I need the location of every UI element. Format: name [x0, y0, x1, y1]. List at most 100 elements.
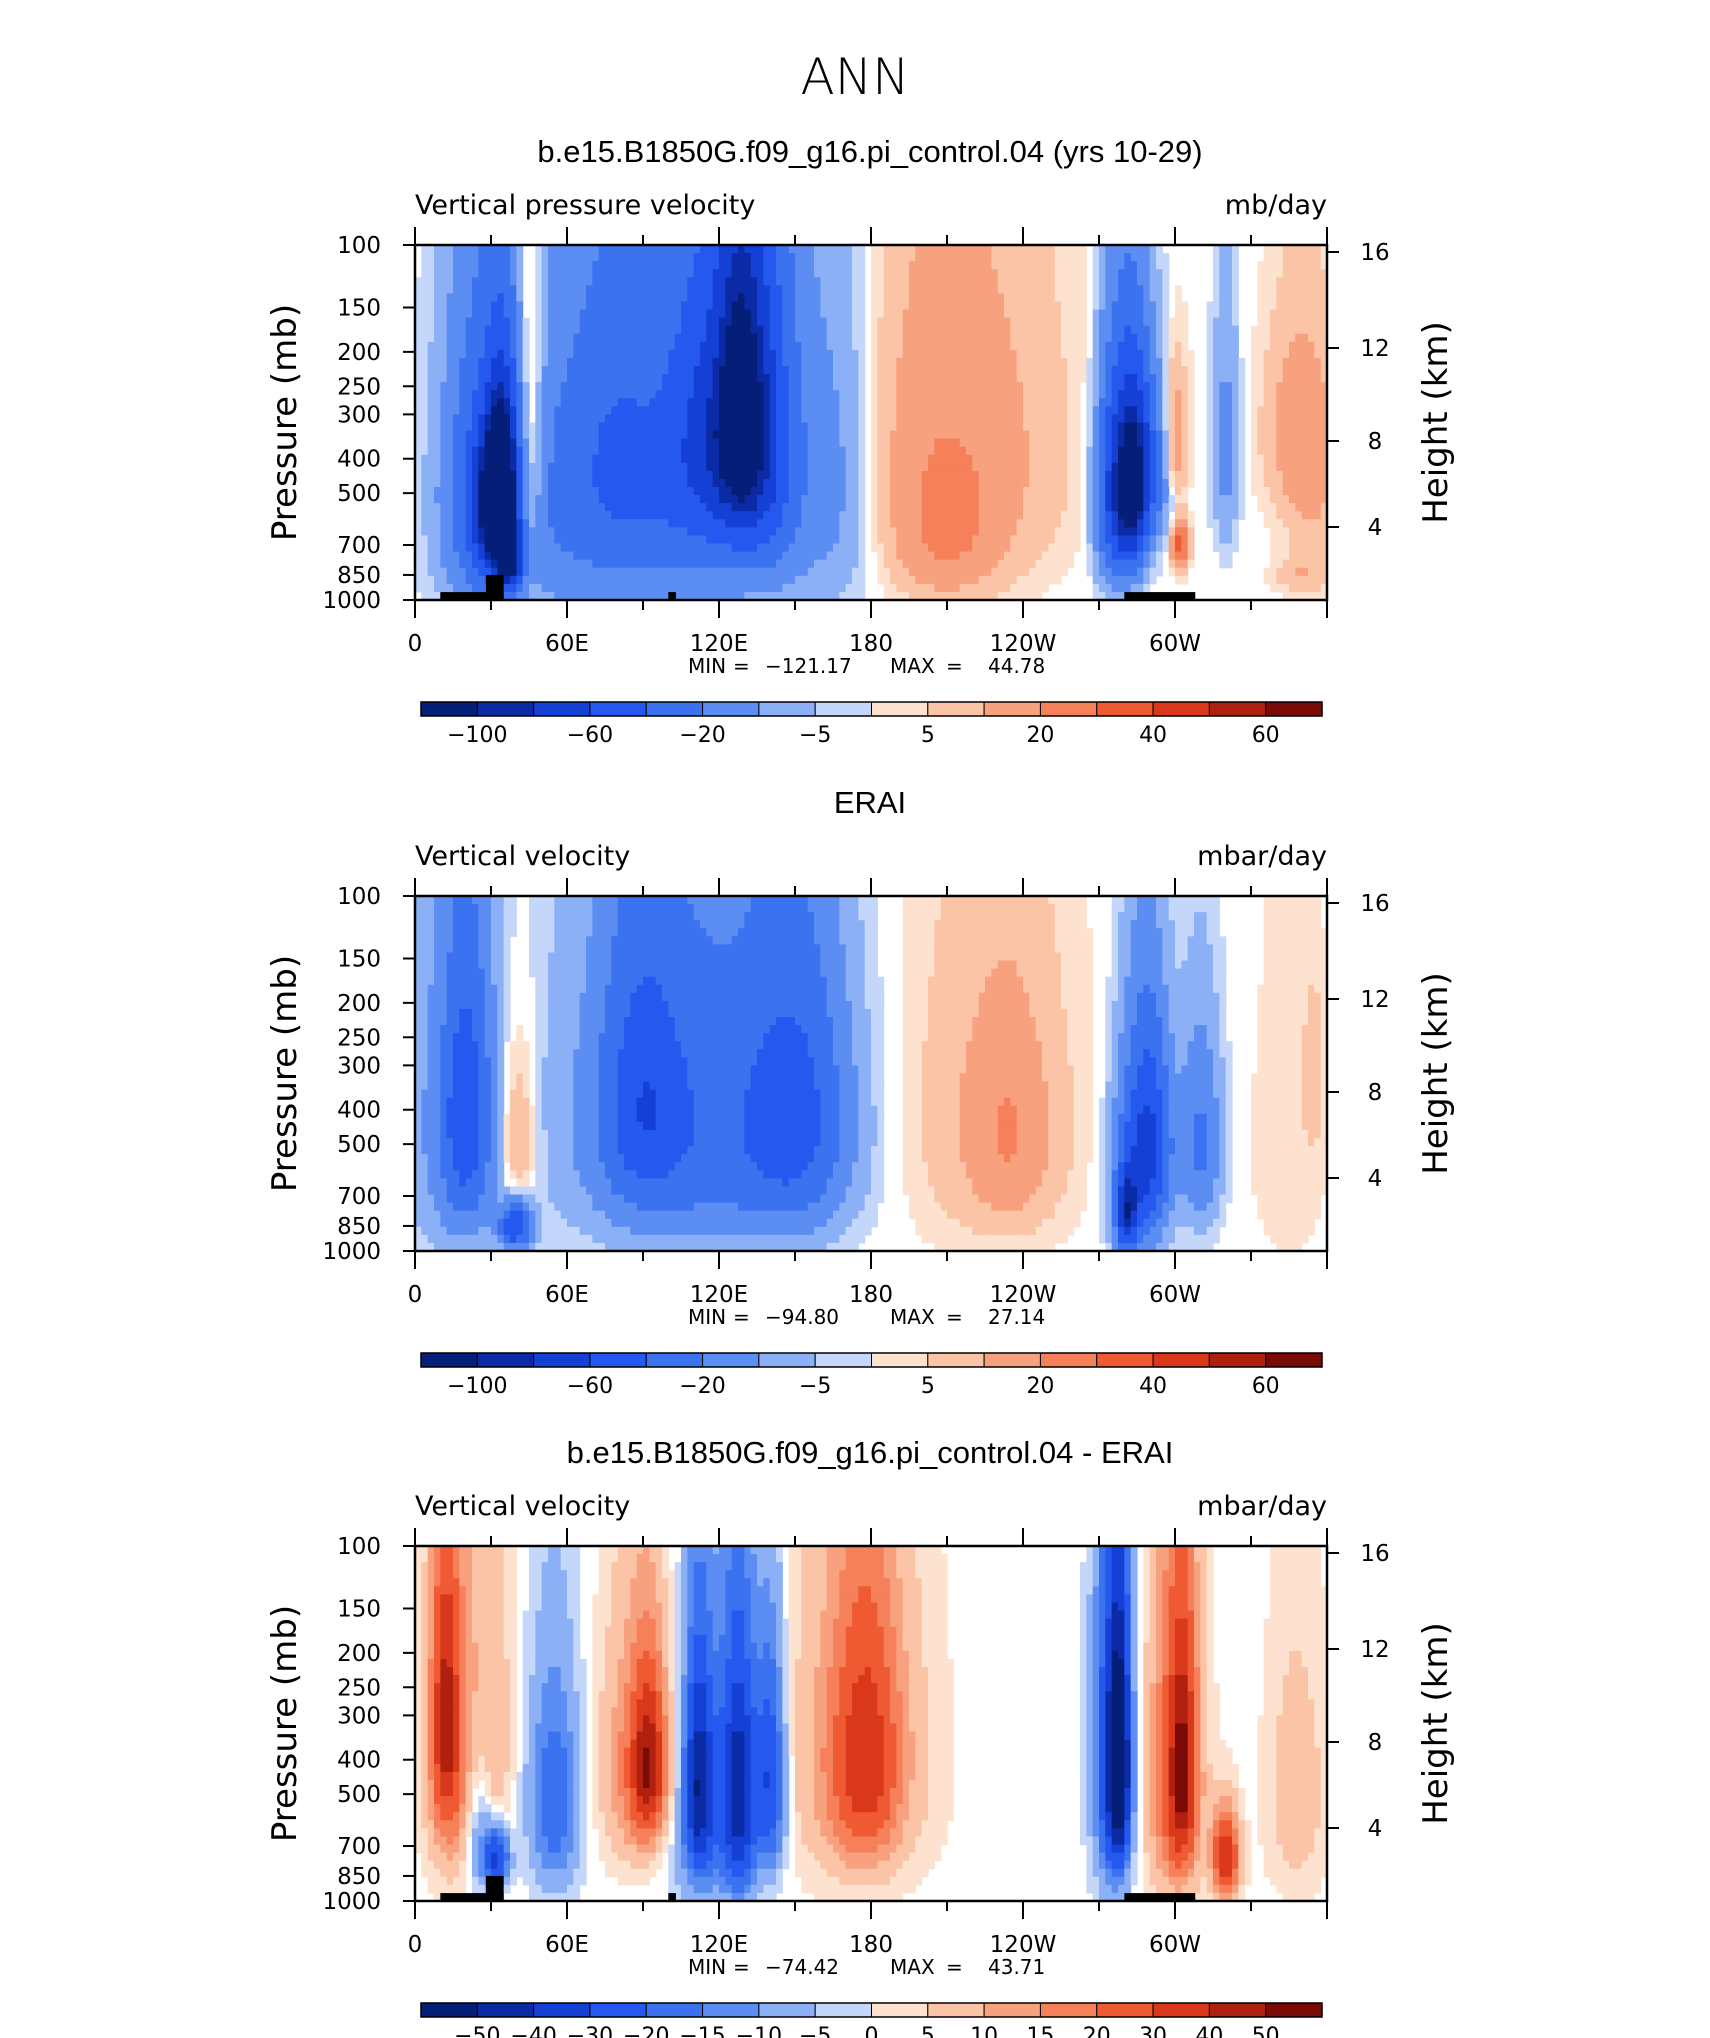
field-cell	[1023, 245, 1030, 254]
field-cell	[1276, 261, 1284, 270]
field-cell	[1124, 438, 1132, 448]
field-cell	[1023, 430, 1030, 440]
field-cell	[484, 261, 492, 270]
field-cell	[814, 503, 821, 512]
field-cell	[1282, 366, 1290, 375]
field-cell	[712, 487, 720, 496]
field-cell	[491, 478, 498, 488]
field-cell	[1308, 357, 1315, 367]
field-cell	[807, 511, 815, 520]
field-cell	[700, 438, 707, 448]
field-cell	[877, 519, 885, 528]
field-cell	[1105, 390, 1113, 399]
field-cell	[1219, 253, 1227, 262]
field-cell	[763, 438, 771, 448]
field-cell	[662, 382, 669, 391]
field-cell	[1111, 245, 1119, 254]
field-cell	[1270, 430, 1277, 440]
field-cell	[1219, 430, 1227, 440]
field-cell	[1156, 382, 1163, 391]
field-cell	[883, 462, 891, 472]
field-cell	[427, 382, 435, 391]
field-cell	[1023, 269, 1030, 278]
field-cell	[1137, 317, 1144, 327]
field-cell	[706, 478, 714, 488]
field-cell	[1162, 357, 1170, 367]
field-cell	[681, 357, 688, 367]
field-cell	[928, 245, 935, 254]
field-cell	[579, 374, 587, 383]
field-cell	[484, 374, 492, 383]
field-cell	[706, 430, 714, 440]
field-cell	[833, 325, 840, 335]
field-cell	[1289, 503, 1296, 512]
field-cell	[820, 374, 828, 383]
field-cell	[522, 390, 530, 399]
field-cell	[978, 503, 986, 512]
field-cell	[934, 430, 942, 440]
field-cell	[1004, 301, 1011, 311]
field-cell	[700, 470, 707, 480]
field-cell	[459, 349, 467, 359]
field-cell	[1086, 398, 1094, 407]
field-cell	[959, 446, 967, 456]
field-cell	[1162, 382, 1170, 391]
field-cell	[839, 535, 847, 545]
field-cell	[915, 470, 923, 480]
field-cell	[1320, 374, 1327, 383]
field-cell	[934, 406, 942, 416]
field-cell	[959, 414, 967, 424]
field-cell	[852, 495, 859, 504]
field-cell	[649, 269, 657, 278]
field-cell	[959, 503, 967, 512]
field-cell	[1270, 333, 1277, 343]
field-cell	[1156, 519, 1163, 528]
field-cell	[427, 519, 435, 528]
field-cell	[1282, 406, 1290, 416]
field-cell	[959, 462, 967, 472]
field-cell	[636, 245, 644, 254]
field-cell	[814, 422, 821, 432]
field-cell	[763, 446, 771, 456]
field-cell	[491, 454, 498, 464]
field-cell	[586, 277, 593, 286]
field-cell	[807, 333, 815, 343]
field-cell	[516, 430, 524, 440]
field-cell	[491, 527, 498, 537]
field-cell	[1276, 366, 1284, 375]
field-cell	[427, 357, 435, 367]
field-cell	[630, 382, 638, 391]
field-cell	[1092, 519, 1100, 528]
field-cell	[1099, 285, 1106, 295]
field-cell	[649, 438, 657, 448]
field-cell	[693, 495, 701, 504]
field-cell	[845, 269, 853, 278]
field-cell	[725, 261, 733, 270]
field-cell	[478, 277, 486, 286]
field-cell	[636, 309, 644, 319]
field-cell	[503, 487, 511, 496]
field-cell	[966, 374, 973, 383]
field-cell	[630, 357, 638, 367]
field-cell	[795, 374, 802, 383]
field-cell	[782, 285, 790, 295]
field-cell	[636, 503, 644, 512]
field-cell	[484, 462, 492, 472]
field-cell	[858, 285, 866, 295]
field-cell	[801, 446, 809, 456]
field-cell	[567, 309, 574, 319]
field-cell	[1219, 293, 1227, 303]
field-cell	[611, 349, 619, 359]
field-cell	[940, 253, 948, 262]
field-cell	[427, 309, 435, 319]
field-cell	[801, 357, 809, 367]
field-cell	[915, 333, 923, 343]
field-cell	[687, 309, 695, 319]
field-cell	[845, 317, 853, 327]
field-cell	[820, 261, 828, 270]
field-cell	[1111, 495, 1119, 504]
field-cell	[1308, 382, 1315, 391]
field-cell	[871, 503, 878, 512]
field-cell	[896, 374, 904, 383]
field-cell	[643, 495, 650, 504]
